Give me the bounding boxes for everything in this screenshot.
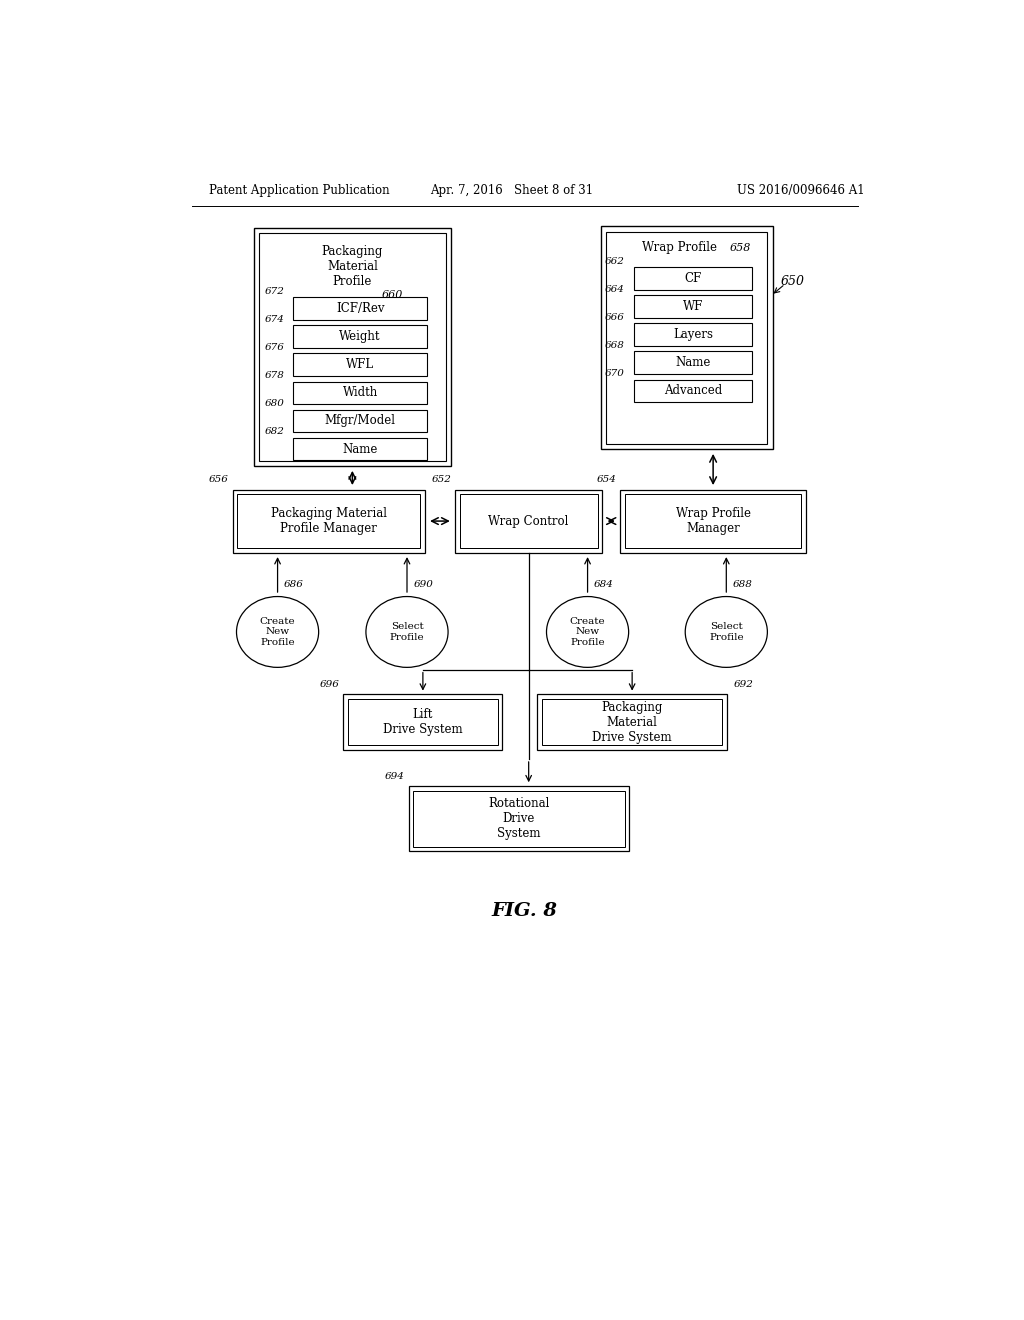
Bar: [634, 323, 752, 346]
Text: 676: 676: [264, 343, 285, 352]
Text: 674: 674: [264, 314, 285, 323]
Text: 688: 688: [732, 581, 753, 590]
Text: Select
Profile: Select Profile: [390, 622, 424, 642]
Text: Layers: Layers: [673, 329, 713, 342]
Bar: [606, 231, 767, 444]
Text: Name: Name: [675, 356, 711, 370]
Bar: [542, 700, 722, 744]
Bar: [409, 785, 630, 851]
Bar: [634, 267, 752, 290]
Text: Weight: Weight: [339, 330, 381, 343]
Text: 686: 686: [284, 581, 304, 590]
Ellipse shape: [366, 597, 449, 668]
Bar: [634, 296, 752, 318]
Text: FIG. 8: FIG. 8: [492, 903, 558, 920]
Text: Mfgr/Model: Mfgr/Model: [325, 414, 395, 428]
Text: 678: 678: [264, 371, 285, 380]
Text: Advanced: Advanced: [664, 384, 722, 397]
Text: 672: 672: [264, 286, 285, 296]
Text: Wrap Control: Wrap Control: [488, 515, 569, 528]
Bar: [414, 791, 625, 847]
Bar: [254, 228, 452, 466]
Bar: [621, 490, 806, 553]
Text: 652: 652: [431, 475, 452, 484]
Text: Wrap Profile: Wrap Profile: [641, 242, 717, 255]
Bar: [601, 226, 773, 450]
Text: US 2016/0096646 A1: US 2016/0096646 A1: [736, 185, 864, 197]
Bar: [348, 700, 498, 744]
Text: WF: WF: [683, 300, 703, 313]
Text: 654: 654: [596, 475, 616, 484]
Text: Create
New
Profile: Create New Profile: [260, 616, 295, 647]
Text: Select
Profile: Select Profile: [709, 622, 743, 642]
Bar: [294, 325, 427, 348]
Text: 692: 692: [733, 680, 753, 689]
Ellipse shape: [685, 597, 767, 668]
Text: 662: 662: [605, 256, 625, 265]
Text: 684: 684: [594, 581, 613, 590]
Bar: [343, 694, 503, 750]
Text: 668: 668: [605, 341, 625, 350]
Text: Wrap Profile
Manager: Wrap Profile Manager: [676, 507, 751, 535]
Text: Lift
Drive System: Lift Drive System: [383, 708, 463, 737]
Bar: [294, 409, 427, 433]
Text: Packaging
Material
Drive System: Packaging Material Drive System: [592, 701, 672, 743]
Text: CF: CF: [684, 272, 701, 285]
Bar: [455, 490, 602, 553]
Ellipse shape: [237, 597, 318, 668]
Text: 682: 682: [264, 428, 285, 436]
Ellipse shape: [547, 597, 629, 668]
Bar: [294, 438, 427, 461]
Text: Packaging Material
Profile Manager: Packaging Material Profile Manager: [270, 507, 387, 535]
Bar: [634, 351, 752, 374]
Text: 666: 666: [605, 313, 625, 322]
Bar: [259, 234, 445, 461]
Bar: [294, 297, 427, 319]
Bar: [538, 694, 727, 750]
Text: Create
New
Profile: Create New Profile: [569, 616, 605, 647]
Text: Width: Width: [342, 387, 378, 400]
Text: 664: 664: [605, 285, 625, 294]
Bar: [238, 494, 420, 548]
Text: ICF/Rev: ICF/Rev: [336, 302, 384, 315]
Text: 660: 660: [382, 290, 403, 301]
Text: Patent Application Publication: Patent Application Publication: [209, 185, 390, 197]
Text: 696: 696: [319, 680, 340, 689]
Text: 670: 670: [605, 370, 625, 378]
Text: WFL: WFL: [346, 358, 374, 371]
Bar: [294, 381, 427, 404]
Bar: [460, 494, 598, 548]
Bar: [294, 354, 427, 376]
Text: Name: Name: [342, 442, 378, 455]
Text: Apr. 7, 2016   Sheet 8 of 31: Apr. 7, 2016 Sheet 8 of 31: [430, 185, 593, 197]
Text: 650: 650: [780, 275, 805, 288]
Text: Packaging
Material
Profile: Packaging Material Profile: [322, 244, 383, 288]
Text: 690: 690: [414, 581, 433, 590]
Text: 656: 656: [209, 475, 228, 484]
Text: Rotational
Drive
System: Rotational Drive System: [488, 797, 550, 840]
Text: 680: 680: [264, 399, 285, 408]
Bar: [232, 490, 425, 553]
Text: 658: 658: [729, 243, 751, 252]
Bar: [634, 380, 752, 403]
Bar: [625, 494, 802, 548]
Text: 694: 694: [385, 772, 404, 780]
